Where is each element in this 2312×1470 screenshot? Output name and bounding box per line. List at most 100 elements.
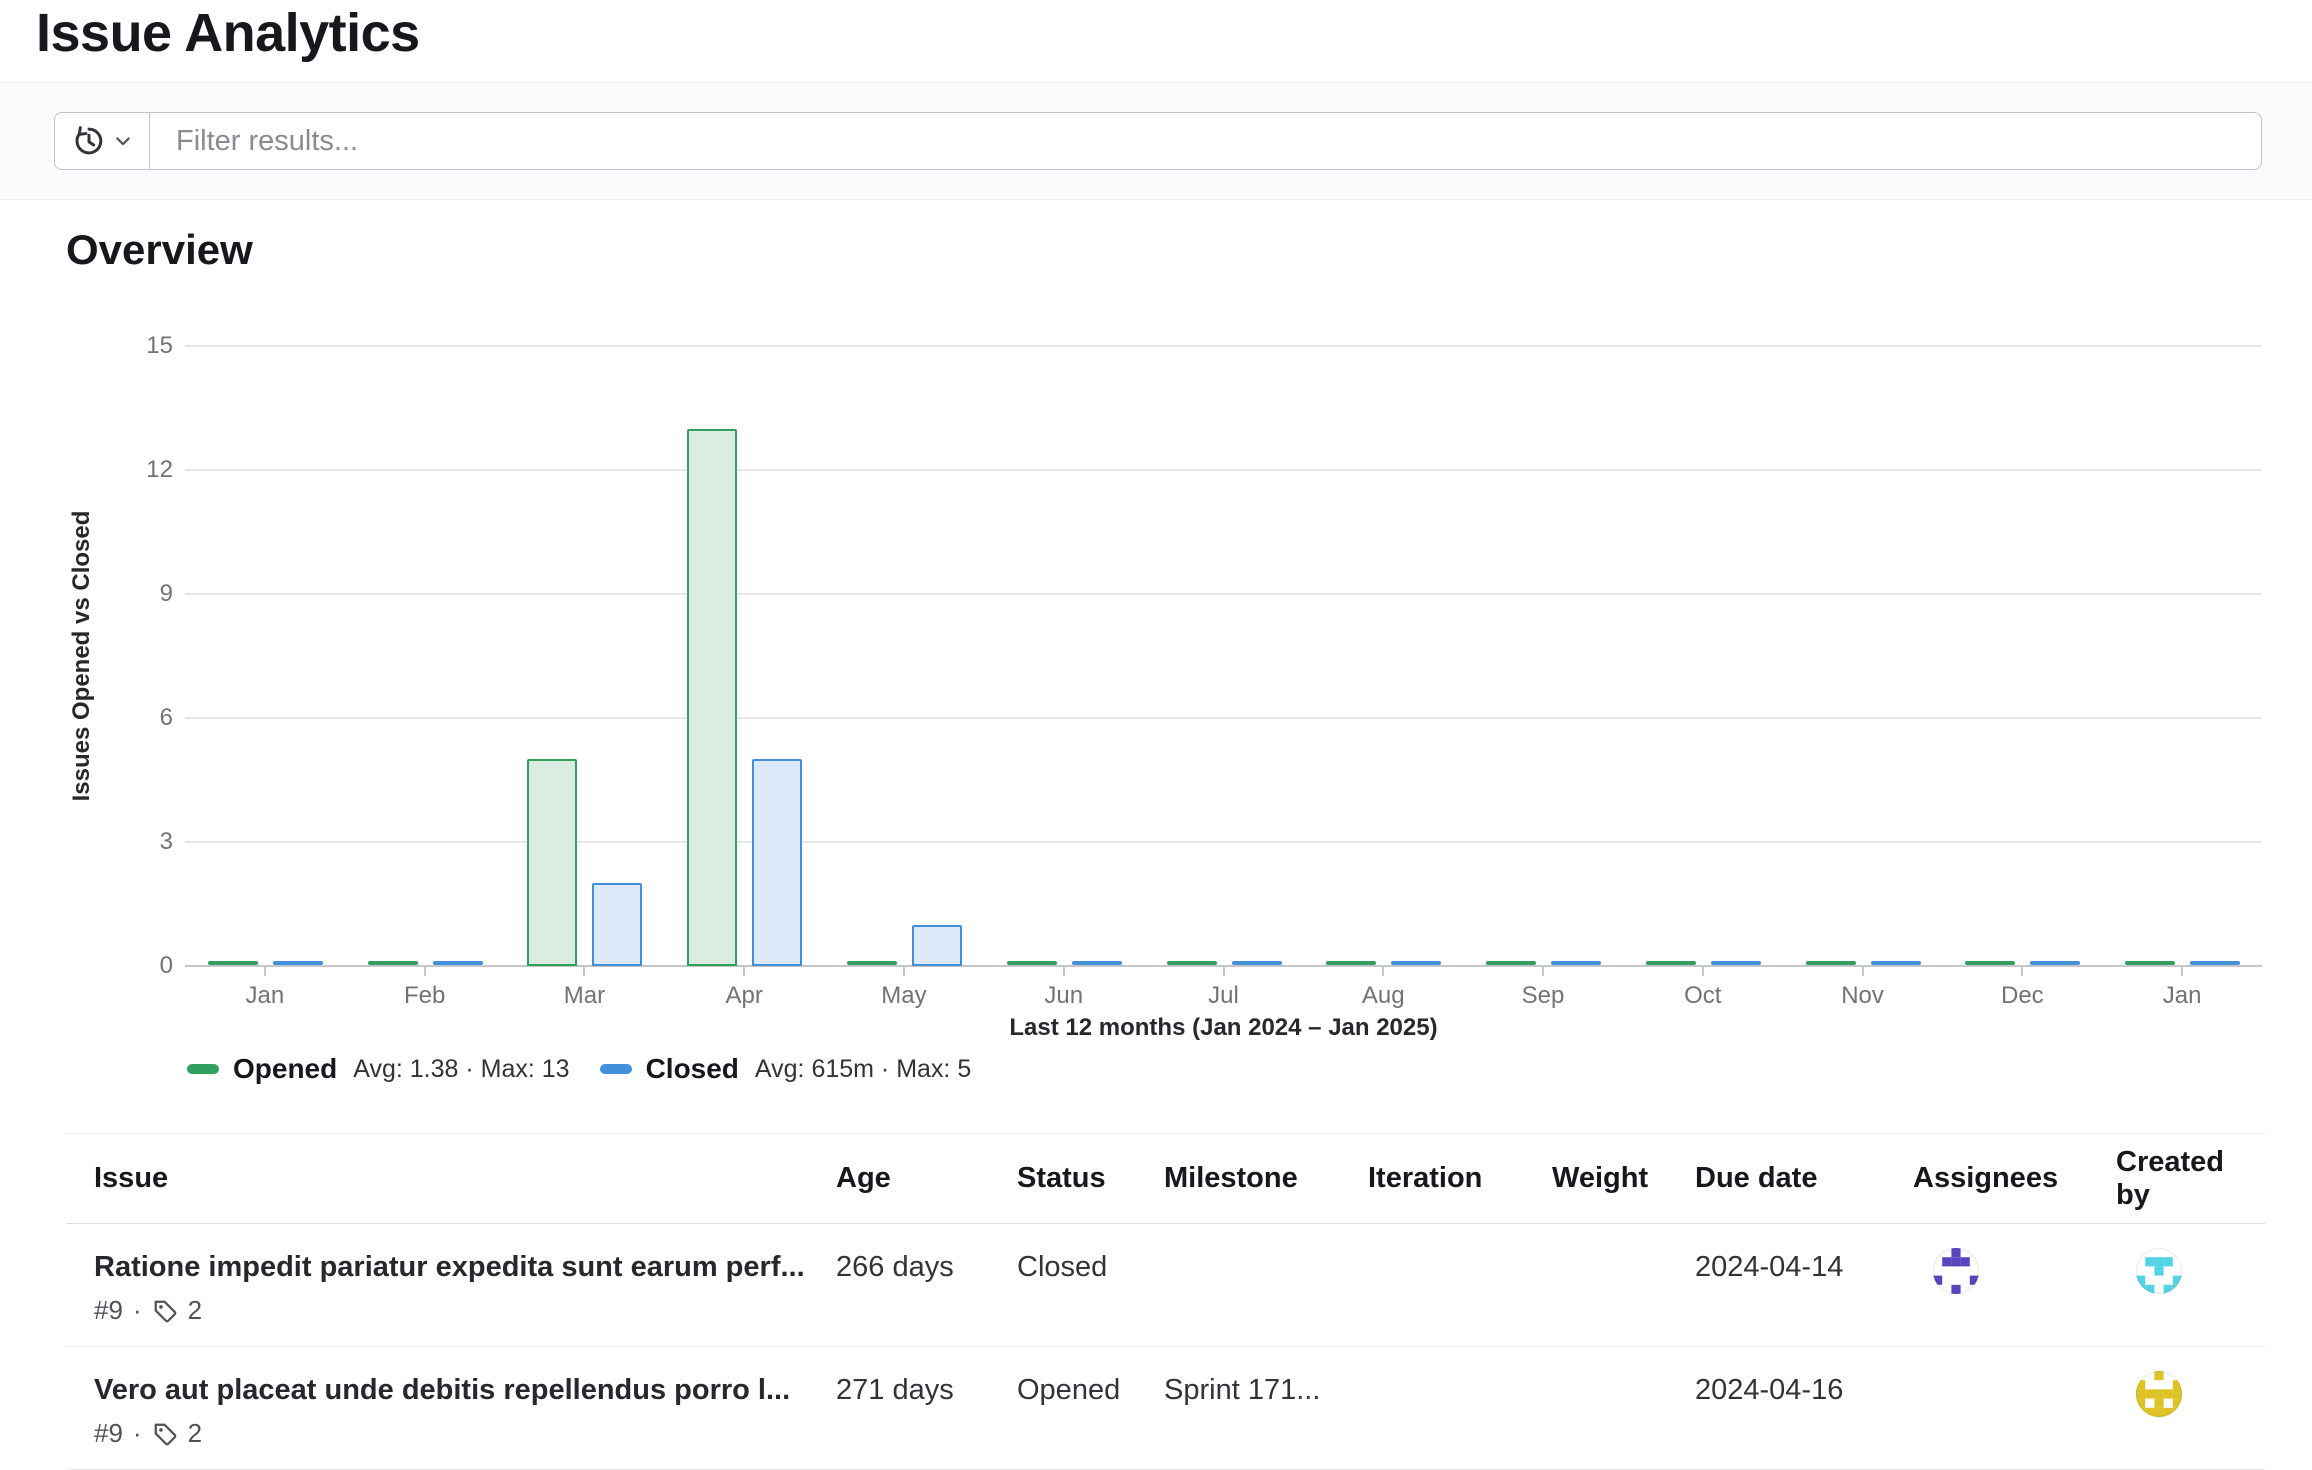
- created-by-avatar[interactable]: [2136, 1248, 2182, 1301]
- x-axis-tick: [583, 966, 586, 976]
- weight-cell: [1552, 1347, 1695, 1469]
- x-axis-tick: [902, 966, 905, 976]
- due-date-cell: 2024-04-14: [1695, 1251, 1844, 1283]
- legend-item-closed[interactable]: Closed Avg: 615m · Max: 5: [599, 1053, 971, 1085]
- legend-swatch-closed: [599, 1064, 632, 1074]
- bar-opened-dec-11[interactable]: [1965, 961, 2016, 965]
- x-axis-label-oct: Oct: [1684, 982, 1722, 1009]
- created-by-cell: [2116, 1347, 2265, 1469]
- due-date-cell: 2024-04-16: [1695, 1374, 1844, 1406]
- issue-cell: Vero aut placeat unde debitis repellendu…: [66, 1347, 836, 1469]
- x-axis-label-may: May: [881, 982, 927, 1009]
- created-by-avatar[interactable]: [2136, 1371, 2182, 1424]
- bar-opened-feb-1[interactable]: [367, 961, 418, 965]
- gridline-12: [185, 469, 2262, 471]
- bar-closed-apr-3[interactable]: [752, 759, 803, 966]
- y-axis-tick-label: 12: [146, 456, 173, 483]
- issue-link[interactable]: Vero aut placeat unde debitis repellendu…: [94, 1374, 791, 1406]
- legend-item-opened[interactable]: Opened Avg: 1.38 · Max: 13: [187, 1053, 570, 1085]
- x-axis-tick: [1382, 966, 1385, 976]
- legend-label-closed: Closed: [645, 1053, 739, 1084]
- filter-bar: [0, 82, 2312, 200]
- bar-opened-may-4[interactable]: [846, 961, 897, 965]
- bar-opened-sep-8[interactable]: [1486, 961, 1537, 965]
- bar-opened-apr-3[interactable]: [687, 428, 738, 966]
- bar-closed-jan-12[interactable]: [2190, 961, 2241, 965]
- x-axis-label-dec: Dec: [2000, 982, 2044, 1009]
- x-axis-tick: [1062, 966, 1065, 976]
- legend-label-opened: Opened: [233, 1053, 338, 1084]
- x-axis-tick: [1701, 966, 1704, 976]
- age-cell: 266 days: [836, 1251, 954, 1283]
- x-axis-label-apr: Apr: [725, 982, 763, 1009]
- bar-closed-feb-1[interactable]: [432, 961, 483, 965]
- milestone-cell: [1164, 1224, 1368, 1346]
- y-axis-title: Issues Opened vs Closed: [68, 510, 95, 802]
- bar-opened-jul-6[interactable]: [1166, 961, 1217, 965]
- x-axis-line: [185, 965, 2262, 967]
- table-body: Ratione impedit pariatur expedita sunt e…: [66, 1224, 2265, 1470]
- bar-closed-mar-2[interactable]: [592, 883, 643, 966]
- chevron-down-icon: [113, 131, 133, 151]
- assignees-cell: [1913, 1224, 2116, 1346]
- column-header-weight: Weight: [1552, 1162, 1649, 1194]
- bar-closed-oct-9[interactable]: [1710, 961, 1761, 965]
- filter-results-input[interactable]: [150, 112, 2262, 170]
- x-axis-tick: [1222, 966, 1225, 976]
- bar-closed-nov-10[interactable]: [1870, 961, 1921, 965]
- bar-opened-nov-10[interactable]: [1805, 961, 1856, 965]
- x-axis-tick: [263, 966, 266, 976]
- x-axis-label-sep: Sep: [1521, 982, 1565, 1009]
- issue-reference: #9: [94, 1295, 123, 1325]
- bar-closed-jul-6[interactable]: [1231, 961, 1282, 965]
- assignees-cell: [1913, 1347, 2116, 1469]
- column-header-status: Status: [1017, 1162, 1106, 1194]
- y-axis-tick-label: 6: [159, 704, 173, 731]
- meta-separator: ·: [132, 1418, 142, 1448]
- created-by-cell: [2116, 1224, 2265, 1346]
- column-header-assignees: Assignees: [1913, 1162, 2059, 1194]
- bar-opened-aug-7[interactable]: [1326, 961, 1377, 965]
- bar-closed-may-4[interactable]: [911, 924, 962, 966]
- x-axis-label-mar: Mar: [563, 982, 606, 1009]
- gridline-15: [185, 345, 2262, 347]
- bar-opened-jan-12[interactable]: [2125, 961, 2176, 965]
- legend-swatch-opened: [187, 1064, 219, 1074]
- bar-closed-dec-11[interactable]: [2030, 961, 2081, 965]
- status-cell: Closed: [1017, 1251, 1108, 1283]
- column-header-age: Age: [836, 1162, 891, 1194]
- age-cell: 271 days: [836, 1374, 954, 1406]
- x-axis-tick: [2181, 966, 2184, 976]
- y-axis-tick-label: 9: [159, 580, 173, 607]
- x-axis-label-jul: Jul: [1208, 982, 1239, 1009]
- chart-legend: Opened Avg: 1.38 · Max: 13 Closed Avg: 6…: [187, 1048, 971, 1090]
- bar-closed-sep-8[interactable]: [1551, 961, 1602, 965]
- page-title: Issue Analytics: [36, 3, 420, 63]
- bar-opened-jan-0[interactable]: [207, 961, 258, 965]
- bar-closed-jun-5[interactable]: [1071, 961, 1122, 965]
- issues-table: Issue Age Status Milestone Iteration Weight Du…: [66, 1133, 2265, 1470]
- bar-closed-aug-7[interactable]: [1391, 961, 1442, 965]
- history-icon: [72, 124, 106, 158]
- issue-link[interactable]: Ratione impedit pariatur expedita sunt e…: [94, 1251, 805, 1283]
- bar-closed-jan-0[interactable]: [272, 961, 323, 965]
- issue-cell: Ratione impedit pariatur expedita sunt e…: [66, 1224, 836, 1346]
- x-axis-label-jun: Jun: [1044, 982, 1084, 1009]
- y-axis-tick-label: 15: [146, 332, 173, 359]
- filter-history-button[interactable]: [54, 112, 150, 170]
- bar-opened-oct-9[interactable]: [1645, 961, 1696, 965]
- bar-opened-jun-5[interactable]: [1006, 961, 1057, 965]
- table-header-row: Issue Age Status Milestone Iteration Weight Du…: [66, 1133, 2265, 1224]
- overview-heading: Overview: [66, 226, 253, 273]
- gridline-3: [185, 841, 2262, 843]
- label-count: 2: [187, 1295, 203, 1325]
- issue-meta: #9 · 2: [94, 1295, 836, 1326]
- table-row-2: Vero aut placeat unde debitis repellendu…: [66, 1347, 2265, 1470]
- table-row-1: Ratione impedit pariatur expedita sunt e…: [66, 1224, 2265, 1347]
- column-header-created-by: Created by: [2116, 1145, 2224, 1211]
- iteration-cell: [1368, 1347, 1552, 1469]
- column-header-due-date: Due date: [1695, 1162, 1818, 1194]
- bar-opened-mar-2[interactable]: [527, 759, 578, 966]
- y-axis-tick-label: 3: [159, 828, 173, 855]
- assignee-avatar[interactable]: [1933, 1248, 1979, 1301]
